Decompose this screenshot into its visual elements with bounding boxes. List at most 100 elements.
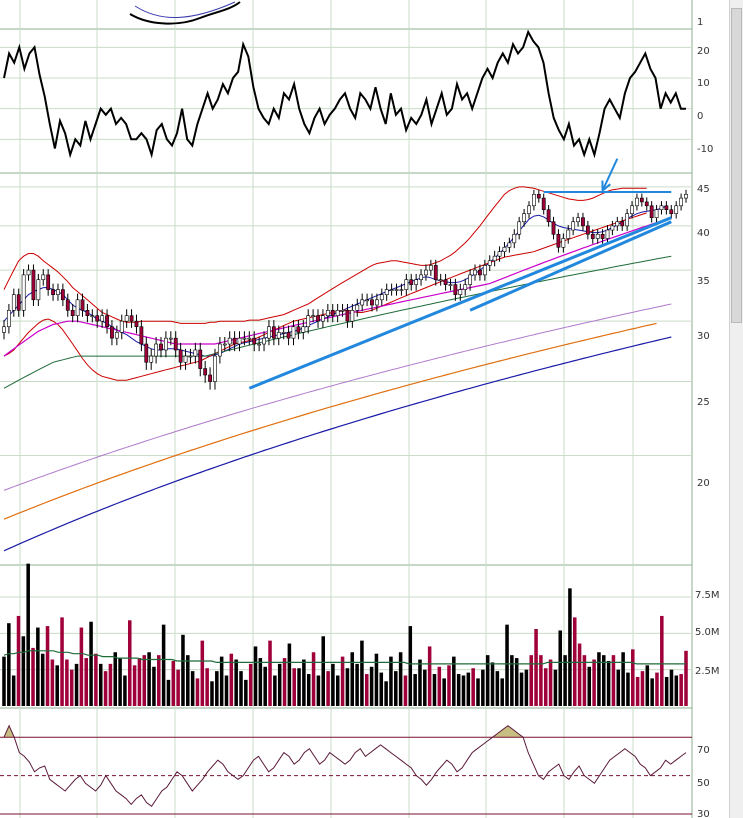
candle-body	[21, 274, 26, 311]
candle-body	[80, 299, 85, 311]
candle-body	[424, 269, 428, 276]
volume-bar	[340, 656, 345, 706]
candle-body	[203, 368, 208, 376]
volume-bar	[215, 671, 219, 706]
partial-indicator-line	[134, 1, 236, 19]
candle-body	[635, 197, 639, 207]
candle-body	[257, 343, 262, 346]
volume-bar	[500, 678, 504, 706]
price-tick-label: 25	[697, 397, 710, 408]
volume-bar	[253, 646, 258, 706]
volume-bar	[432, 674, 437, 706]
volume-bar	[108, 663, 113, 706]
candle-body	[149, 355, 154, 363]
osc-tick-label: 10	[697, 78, 710, 89]
volume-bar	[563, 655, 567, 706]
volume-bar	[292, 668, 296, 706]
scrollbar-thumb[interactable]	[731, 8, 742, 323]
candle-body	[644, 201, 649, 207]
candle-body	[198, 349, 203, 369]
candle-body	[531, 194, 536, 207]
rsi-overbought-fill	[492, 725, 524, 738]
vertical-scrollbar[interactable]	[729, 0, 743, 818]
candle-body	[536, 194, 541, 199]
candle-body	[522, 213, 526, 223]
candle-body	[409, 279, 414, 285]
volume-bar	[210, 681, 214, 706]
breakout-arrow	[601, 158, 619, 191]
volume-bar	[60, 617, 64, 706]
sma-10-line	[3, 205, 667, 357]
candle-body	[654, 209, 659, 218]
candle-body	[438, 279, 443, 282]
volume-bar	[669, 669, 674, 706]
candle-body	[11, 294, 16, 311]
candle-body	[615, 221, 620, 227]
candle-body	[492, 255, 497, 262]
candle-body	[311, 315, 316, 317]
volume-bar	[452, 656, 456, 706]
rsi-tick-label: 70	[697, 745, 710, 756]
volume-bar	[350, 652, 355, 706]
candle-body	[267, 326, 271, 339]
rsi-tick-label: 50	[697, 778, 710, 789]
osc-tick-label: -10	[697, 144, 713, 155]
candle-body	[433, 265, 438, 281]
volume-bar	[379, 672, 384, 706]
candle-body	[551, 221, 556, 235]
volume-tick-label: 7.5M	[695, 590, 720, 601]
candle-body	[360, 299, 365, 306]
ma-300-line	[3, 336, 672, 552]
candle-body	[213, 355, 217, 382]
candle-body	[365, 299, 369, 302]
candle-body	[56, 289, 60, 295]
candle-body	[237, 337, 242, 345]
osc-tick-label: 0	[697, 111, 703, 122]
rsi-tick-label: 30	[697, 809, 710, 818]
volume-bar	[244, 679, 248, 706]
volume-bar	[11, 675, 16, 706]
volume-bar	[321, 636, 326, 706]
volume-bar	[98, 663, 103, 706]
candle-body	[208, 374, 212, 382]
volume-bar	[655, 672, 659, 706]
candle-body	[620, 221, 625, 227]
candle-body	[610, 225, 615, 231]
price-tick-label: 45	[697, 184, 710, 195]
candle-body	[394, 289, 399, 291]
candle-body	[46, 274, 51, 290]
candle-body	[31, 269, 36, 301]
volume-bar	[326, 671, 330, 706]
candle-body	[242, 337, 247, 340]
partial-indicator-line	[129, 1, 241, 25]
candle-body	[26, 269, 31, 276]
volume-bar	[645, 665, 650, 706]
volume-bar	[302, 659, 306, 706]
volume-bar	[660, 615, 664, 706]
volume-bar	[611, 655, 616, 706]
volume-bar	[640, 671, 645, 706]
volume-bar	[413, 674, 417, 706]
volume-bar	[374, 653, 379, 706]
volume-bar	[195, 678, 200, 706]
volume-bar	[514, 658, 519, 706]
candle-body	[227, 337, 232, 345]
candle-body	[507, 242, 512, 248]
candle-body	[222, 343, 227, 346]
candle-body	[124, 315, 129, 322]
volume-bar	[316, 675, 321, 706]
volume-bar	[268, 640, 272, 706]
candle-body	[183, 355, 188, 363]
volume-bar	[635, 676, 640, 706]
volume-bar	[205, 668, 209, 706]
candle-body	[468, 274, 473, 285]
volume-bar	[490, 662, 495, 706]
volume-bar	[239, 671, 243, 706]
ma-250-line	[3, 322, 657, 520]
volume-bar	[442, 678, 446, 706]
volume-bar	[311, 652, 316, 706]
candle-body	[448, 284, 453, 286]
volume-bar	[539, 655, 543, 706]
volume-bar	[69, 669, 74, 706]
volume-bar	[26, 563, 30, 706]
